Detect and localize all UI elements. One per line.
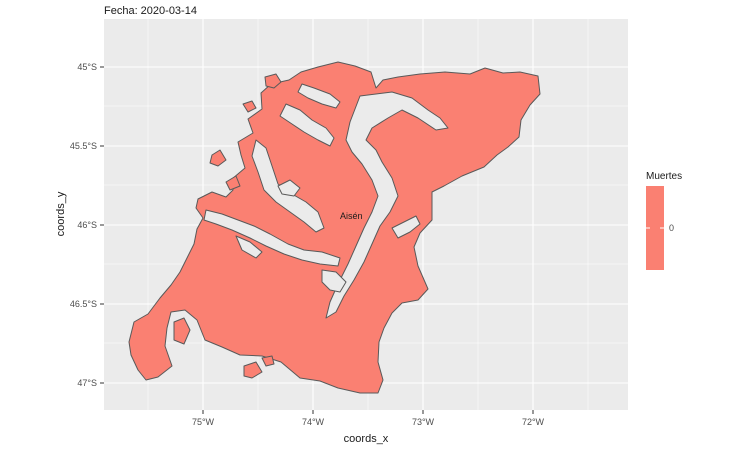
- x-tick-label: 73°W: [412, 417, 435, 427]
- legend-title: Muertes: [646, 171, 682, 182]
- y-tick-label: 46°S: [77, 220, 97, 230]
- island-south-1: [243, 361, 263, 379]
- y-tick-label: 46.5°S: [70, 299, 97, 309]
- island-west-1: [209, 149, 227, 167]
- plot-title: Fecha: 2020-03-14: [104, 5, 197, 17]
- x-axis-title: coords_x: [344, 433, 389, 445]
- x-axis: 75°W 74°W 73°W 72°W: [192, 410, 545, 427]
- x-tick-label: 74°W: [302, 417, 325, 427]
- x-tick-label: 75°W: [192, 417, 215, 427]
- y-axis-title: coords_y: [55, 191, 67, 236]
- island-north-2: [242, 100, 257, 113]
- island-south-2: [261, 355, 275, 367]
- y-axis: 45°S 45.5°S 46°S 46.5°S 47°S: [70, 62, 104, 388]
- channel-south: [321, 269, 347, 293]
- legend-label: 0: [669, 223, 674, 233]
- y-tick-label: 47°S: [77, 378, 97, 388]
- channel-north-arm: [297, 83, 341, 109]
- fjords-and-channels: [203, 83, 449, 319]
- channel-inner-1: [235, 235, 263, 259]
- channel-west-1: [251, 139, 325, 233]
- x-tick-label: 72°W: [522, 417, 545, 427]
- channel-east-arm: [391, 215, 421, 239]
- region-aisen: [128, 61, 541, 394]
- region-mainland-shape: [128, 61, 541, 394]
- legend-colorbar: [646, 186, 664, 270]
- island-north-1: [264, 73, 282, 89]
- region-label: Aisén: [340, 211, 363, 221]
- channel-main-fjord: [325, 91, 449, 319]
- channel-moraleda: [279, 103, 335, 147]
- channel-west-2: [203, 209, 341, 267]
- y-tick-label: 45.5°S: [70, 141, 97, 151]
- legend: Muertes 0: [646, 171, 682, 270]
- island-southwest-1: [173, 317, 191, 345]
- channel-inner-2: [277, 179, 301, 197]
- y-tick-label: 45°S: [77, 62, 97, 72]
- island-west-2: [225, 175, 241, 191]
